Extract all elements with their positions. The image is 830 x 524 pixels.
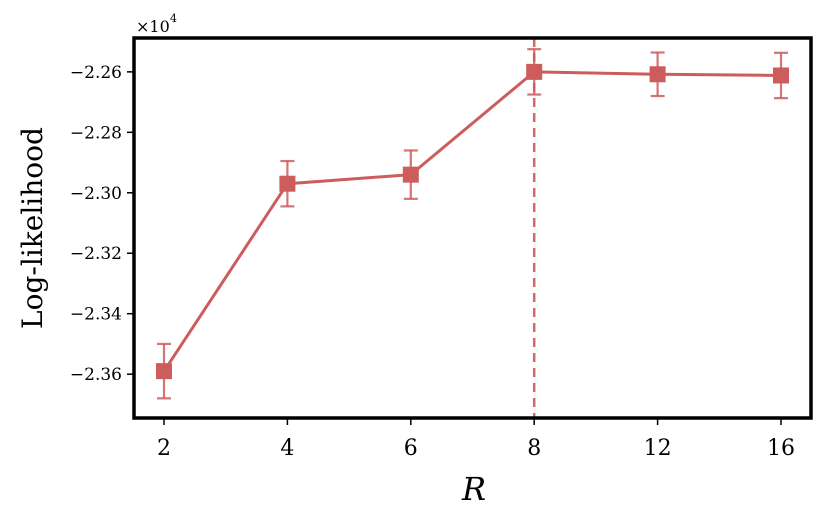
y-offset-exponent: 4 (170, 12, 177, 25)
y-tick-label: −2.32 (70, 244, 122, 264)
data-point (402, 166, 419, 183)
data-point (279, 175, 296, 192)
data-point (526, 63, 543, 80)
x-tick-label: 16 (767, 436, 795, 461)
axes-frame (132, 36, 813, 420)
plot-area (156, 38, 789, 418)
y-axis-label: Log-likelihood (16, 127, 49, 329)
data-point (649, 66, 666, 83)
series-line (162, 70, 782, 372)
x-axis-label: R (461, 470, 486, 508)
y-tick-label: −2.36 (70, 365, 122, 385)
y-tick-label: −2.26 (70, 63, 122, 83)
y-offset-label: ×10 (136, 17, 170, 36)
y-tick-label: −2.28 (70, 123, 122, 143)
data-point (773, 67, 789, 84)
x-tick-label: 6 (404, 436, 418, 461)
x-tick-label: 2 (157, 436, 171, 461)
y-tick-label: −2.34 (70, 305, 122, 325)
data-point (156, 363, 172, 380)
y-tick-label: −2.30 (70, 184, 122, 204)
y-axis-ticks: −2.36 −2.34 −2.32 −2.30 −2.28 −2.26 (70, 63, 134, 385)
x-tick-label: 12 (644, 436, 672, 461)
x-tick-label: 8 (527, 436, 541, 461)
x-axis-ticks: 2 4 6 8 12 16 (157, 418, 795, 461)
x-tick-label: 4 (280, 436, 294, 461)
